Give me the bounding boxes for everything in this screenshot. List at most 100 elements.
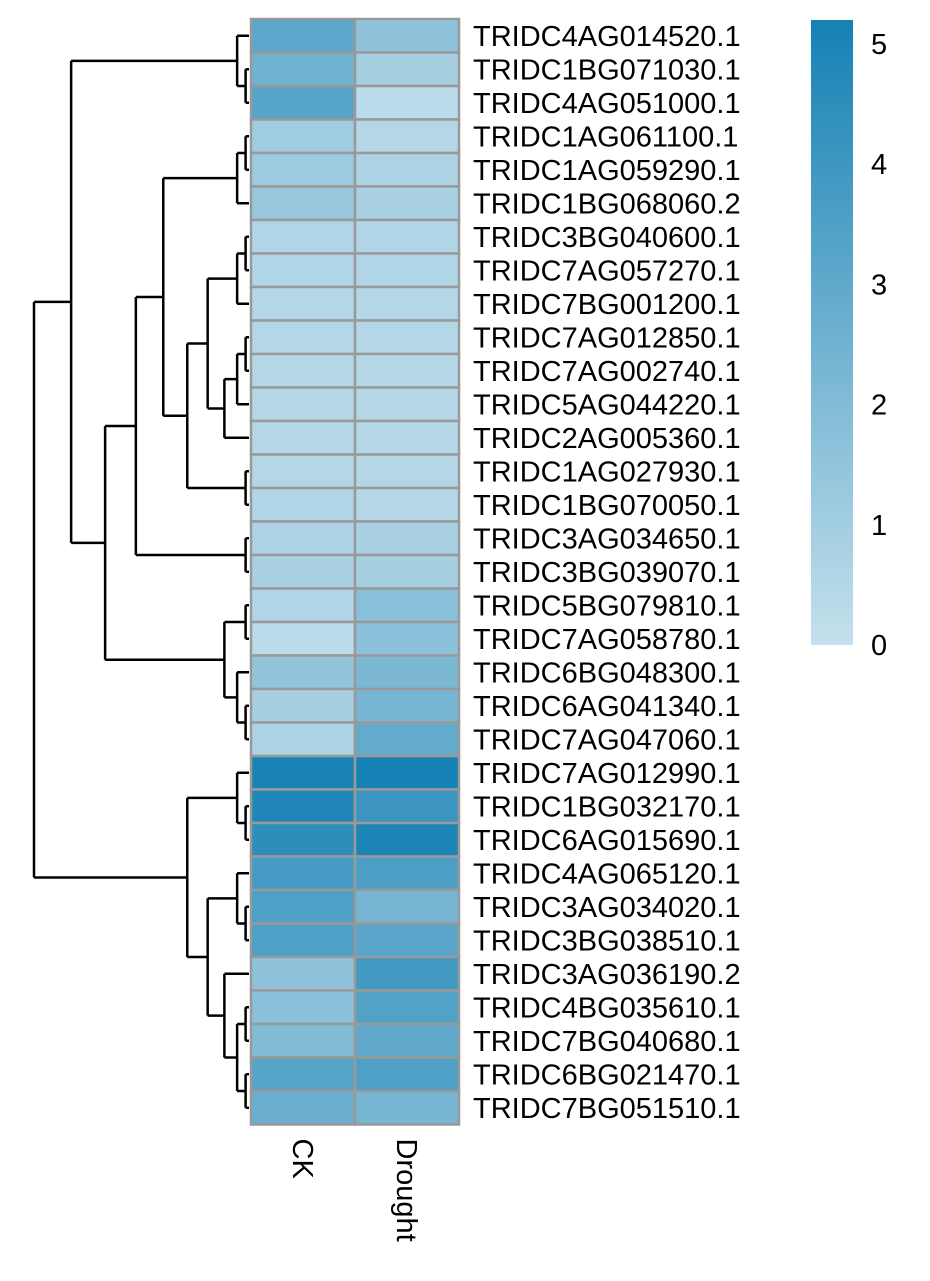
heatmap-cell [249, 419, 357, 456]
row-label: TRIDC1AG027930.1 [473, 456, 741, 488]
row-label: TRIDC1BG071030.1 [473, 54, 741, 86]
heatmap-cell [249, 721, 357, 758]
heatmap-cell [353, 285, 461, 322]
heatmap-cell [353, 922, 461, 959]
heatmap-cell [249, 218, 357, 255]
heatmap-cell [353, 654, 461, 691]
heatmap-cell [249, 84, 357, 121]
heatmap-cell [249, 185, 357, 222]
heatmap-cell [249, 821, 357, 858]
heatmap-cell [353, 687, 461, 724]
row-label: TRIDC7AG047060.1 [473, 724, 741, 756]
row-label: TRIDC3BG039070.1 [473, 557, 741, 589]
row-label: TRIDC7AG058780.1 [473, 624, 741, 656]
heatmap-cell [353, 218, 461, 255]
column-labels: CK Drought [286, 1139, 422, 1242]
heatmap-cell [249, 352, 357, 389]
heatmap-cell [249, 587, 357, 624]
row-label: TRIDC4BG035610.1 [473, 992, 741, 1024]
legend-tick-label: 1 [871, 510, 887, 542]
heatmap-cell [353, 252, 461, 289]
heatmap-cell [249, 754, 357, 791]
heatmap-cell [353, 620, 461, 657]
heatmap-cell [353, 352, 461, 389]
heatmap-cell [249, 654, 357, 691]
heatmap-cell [353, 453, 461, 490]
heatmap-cell [249, 486, 357, 523]
legend-tick-label: 2 [871, 390, 887, 422]
heatmap-cell [353, 1089, 461, 1126]
heatmap-cell [353, 386, 461, 423]
heatmap-cell [249, 687, 357, 724]
heatmap-cell [353, 553, 461, 590]
row-label: TRIDC1BG068060.2 [473, 188, 741, 220]
row-label: TRIDC1AG061100.1 [473, 121, 738, 153]
heatmap-cell [249, 955, 357, 992]
heatmap-cell [249, 1022, 357, 1059]
heatmap-cell [353, 821, 461, 858]
row-label: TRIDC7AG012850.1 [473, 322, 741, 354]
heatmap-cell [249, 989, 357, 1026]
row-label: TRIDC7AG002740.1 [473, 356, 741, 388]
heatmap-cell [249, 151, 357, 188]
heatmap-cell [249, 17, 357, 54]
row-label: TRIDC1BG032170.1 [473, 791, 741, 823]
legend-tick-label: 5 [871, 29, 887, 61]
heatmap-cell [249, 453, 357, 490]
row-label: TRIDC4AG051000.1 [473, 88, 741, 120]
heatmap-cell [353, 319, 461, 356]
heatmap-cell [353, 151, 461, 188]
row-label: TRIDC7BG040680.1 [473, 1026, 741, 1058]
legend-tick-label: 3 [871, 269, 887, 301]
row-label: TRIDC4AG065120.1 [473, 858, 741, 890]
row-label: TRIDC6AG015690.1 [473, 825, 741, 857]
row-label: TRIDC3BG040600.1 [473, 222, 741, 254]
heatmap-cell [249, 1056, 357, 1093]
row-label: TRIDC7AG057270.1 [473, 255, 741, 287]
heatmap-cell [249, 922, 357, 959]
row-label: TRIDC5AG044220.1 [473, 389, 741, 421]
row-label: TRIDC6AG041340.1 [473, 691, 741, 723]
legend-tick-label: 0 [871, 630, 887, 662]
heatmap-cell [249, 319, 357, 356]
heatmap-cell [353, 955, 461, 992]
row-label: TRIDC7BG001200.1 [473, 289, 741, 321]
row-label: TRIDC7BG051510.1 [473, 1093, 741, 1125]
heatmap-cell [353, 754, 461, 791]
legend-color-bar [811, 20, 853, 645]
heatmap-cell [353, 788, 461, 825]
heatmap-cell [353, 51, 461, 88]
row-label: TRIDC1AG059290.1 [473, 155, 741, 187]
heatmap-cell [353, 888, 461, 925]
column-label: CK [286, 1139, 318, 1180]
row-label: TRIDC1BG070050.1 [473, 490, 741, 522]
heatmap-cell [249, 553, 357, 590]
heatmap-cell [353, 989, 461, 1026]
heatmap-cell [249, 252, 357, 289]
row-label: TRIDC3AG034020.1 [473, 892, 741, 924]
heatmap-cell [353, 118, 461, 155]
row-label: TRIDC2AG005360.1 [473, 423, 741, 455]
column-label: Drought [390, 1139, 422, 1242]
heatmap-cell [353, 419, 461, 456]
heatmap-cell [249, 118, 357, 155]
heatmap-cell [249, 520, 357, 557]
heatmap-cell [249, 1089, 357, 1126]
row-dendrogram [32, 34, 249, 1109]
row-label: TRIDC6BG021470.1 [473, 1059, 741, 1091]
heatmap-cell [249, 51, 357, 88]
row-label: TRIDC3BG038510.1 [473, 925, 741, 957]
heatmap-cell [249, 386, 357, 423]
color-legend: 0 1 2 3 4 5 [811, 20, 887, 662]
row-label: TRIDC7AG012990.1 [473, 758, 741, 790]
heatmap-cell [353, 1056, 461, 1093]
heatmap-cell [353, 486, 461, 523]
heatmap-cell [249, 620, 357, 657]
heatmap-cell [249, 788, 357, 825]
heatmap-cell [353, 587, 461, 624]
row-label: TRIDC3AG036190.2 [473, 959, 741, 991]
heatmap-cell [249, 855, 357, 892]
heatmap-cell [353, 520, 461, 557]
row-label: TRIDC4AG014520.1 [473, 21, 741, 53]
